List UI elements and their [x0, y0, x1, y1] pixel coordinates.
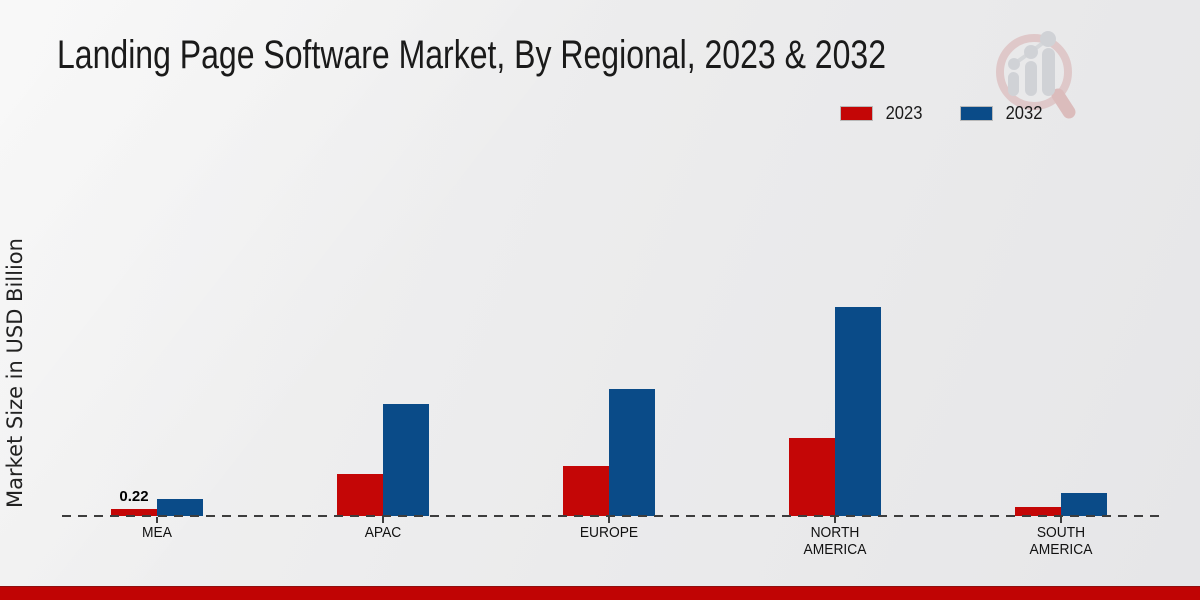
category-label-mea: MEA — [142, 524, 172, 541]
bar-2032-north-america — [835, 307, 881, 516]
value-label-2023-mea: 0.22 — [119, 488, 149, 505]
bar-2032-europe — [609, 389, 655, 516]
category-label-south-america: SOUTH AMERICA — [1029, 524, 1093, 558]
bar-2032-south-america — [1061, 493, 1107, 516]
bar-2023-south-america — [1015, 507, 1061, 516]
axis-tick-europe — [608, 517, 610, 523]
x-axis-baseline — [62, 515, 1160, 517]
market-research-logo-watermark — [996, 31, 1076, 119]
bar-2023-apac — [337, 474, 383, 516]
category-label-apac: APAC — [364, 524, 402, 541]
axis-tick-south-america — [1060, 517, 1062, 523]
category-label-north-america: NORTH AMERICA — [803, 524, 867, 558]
legend-label-2023: 2023 — [885, 103, 923, 123]
bar-2023-mea — [111, 509, 157, 516]
bar-2032-apac — [383, 404, 429, 516]
legend-item-2023: 2023 — [839, 103, 924, 124]
footer-accent-bar — [0, 586, 1200, 600]
axis-tick-north-america — [834, 517, 836, 523]
legend-item-2032: 2032 — [959, 103, 1044, 124]
legend-swatch-2023 — [839, 106, 873, 121]
chart-title: Landing Page Software Market, By Regiona… — [57, 33, 886, 77]
bar-2023-europe — [563, 466, 609, 516]
legend-label-2032: 2032 — [1005, 103, 1043, 123]
legend-swatch-2032 — [959, 106, 993, 121]
category-label-europe: EUROPE — [579, 524, 639, 541]
legend: 2023 2032 — [839, 103, 1044, 124]
bar-2032-mea — [157, 499, 203, 516]
axis-tick-mea — [156, 517, 158, 523]
bar-2023-north-america — [789, 438, 835, 516]
axis-tick-apac — [382, 517, 384, 523]
